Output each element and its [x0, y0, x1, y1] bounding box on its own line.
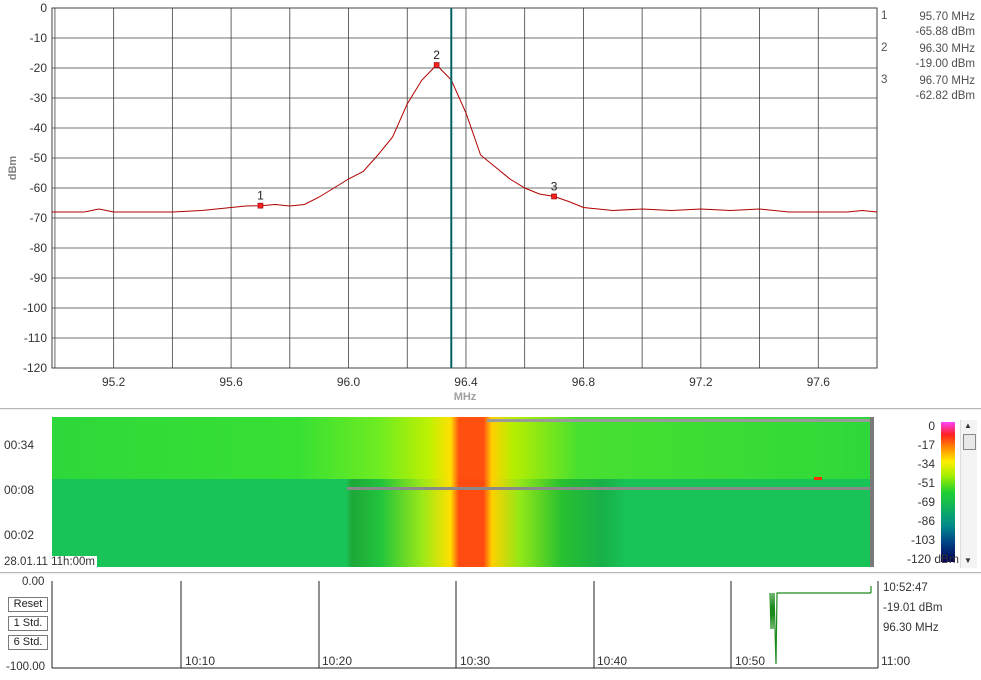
colorbar-label: -51: [917, 476, 935, 490]
timeline-readout-time: 10:52:47: [883, 582, 928, 594]
y-tick-label: -120: [23, 361, 47, 375]
marker-1-freq: 95.70 MHz: [919, 11, 975, 23]
timeline-panel[interactable]: 0.00 -100.00 Reset 1 Std. 6 Std. 10:52:4…: [0, 574, 981, 680]
marker-3-point: [551, 193, 557, 200]
marker-1-label: 1: [257, 189, 264, 203]
colorbar-label: -17: [917, 438, 935, 452]
marker-3-level: -62.82 dBm: [915, 90, 975, 102]
timeline-y-bottom: -100.00: [6, 661, 46, 673]
marker-2-level: -19.00 dBm: [915, 58, 975, 70]
timeline-time-label: 11:00: [881, 654, 911, 668]
y-tick-label: -30: [30, 91, 48, 105]
timeline-readout-freq: 96.30 MHz: [883, 622, 939, 634]
colorbar-label: -34: [917, 457, 935, 471]
colorbar-label: -120 dBm: [906, 552, 959, 566]
waterfall-timestamp: 28.01.11 11h:00m: [2, 556, 98, 568]
waterfall-time-label: 00:08: [4, 483, 35, 497]
x-tick-label: 96.0: [337, 375, 361, 389]
x-axis-label: MHz: [454, 391, 477, 403]
scroll-down-icon[interactable]: ▼: [964, 556, 972, 565]
colorbar-scrollbar[interactable]: ▲ ▼: [960, 420, 977, 568]
colorbar-label: -103: [910, 533, 935, 547]
x-tick-label: 97.2: [689, 375, 713, 389]
x-tick-label: 95.2: [102, 375, 126, 389]
y-axis-label: dBm: [7, 156, 19, 181]
waterfall-time-label: 00:02: [4, 528, 35, 542]
marker-3-readout: 96.70 MHz -62.82 dBm: [916, 74, 975, 104]
x-tick-label: 95.6: [219, 375, 243, 389]
timeline-time-label: 10:20: [322, 654, 353, 668]
colorbar-label: -86: [917, 514, 935, 528]
y-tick-label: -40: [30, 121, 48, 135]
marker-3-freq: 96.70 MHz: [919, 75, 975, 87]
y-tick-label: -50: [30, 151, 48, 165]
y-tick-label: -60: [30, 181, 48, 195]
scroll-thumb[interactable]: [963, 434, 976, 450]
scroll-up-icon[interactable]: ▲: [964, 421, 972, 430]
marker-3-label: 3: [551, 179, 558, 193]
marker-1-level: -65.88 dBm: [915, 26, 975, 38]
waterfall-image[interactable]: [52, 417, 874, 567]
std1-button[interactable]: 1 Std.: [8, 616, 48, 631]
waterfall-panel[interactable]: 00:34 00:08 00:02 28.01.11 11h:00m 0 -17…: [0, 410, 981, 573]
marker-2-label: 2: [433, 48, 440, 62]
timeline-chart[interactable]: [0, 574, 981, 680]
colorbar-label: 0: [928, 419, 935, 433]
timeline-time-label: 10:10: [185, 654, 216, 668]
marker-2-point: [433, 62, 440, 68]
marker-1-index: 1: [881, 10, 888, 22]
timeline-y-top: 0.00: [22, 576, 45, 588]
marker-2-readout: 96.30 MHz -19.00 dBm: [916, 42, 975, 72]
spectrum-panel[interactable]: 0 -10 -20 -30 -40 -50 -60 -70 -80 -90 -100 -110 -120…: [0, 0, 981, 409]
timeline-level-trace: [769, 592, 871, 665]
y-tick-label: 0: [40, 1, 47, 15]
timeline-time-label: 10:30: [460, 654, 491, 668]
x-tick-label: 97.6: [807, 375, 831, 389]
y-tick-label: -80: [30, 241, 48, 255]
timeline-time-label: 10:50: [735, 654, 766, 668]
y-tick-label: -110: [24, 331, 47, 345]
waterfall-time-label: 00:34: [4, 438, 35, 452]
colorbar: [941, 422, 955, 562]
marker-1-readout: 95.70 MHz -65.88 dBm: [916, 10, 975, 40]
y-tick-label: -90: [30, 271, 48, 285]
std6-button[interactable]: 6 Std.: [8, 635, 48, 650]
x-tick-label: 96.8: [572, 375, 596, 389]
y-tick-label: -20: [30, 61, 48, 75]
timeline-readout-level: -19.01 dBm: [883, 602, 943, 614]
x-tick-label: 96.4: [454, 375, 478, 389]
y-tick-label: -10: [30, 31, 48, 45]
spectrum-chart[interactable]: 0 -10 -20 -30 -40 -50 -60 -70 -80 -90 -100 -110 -120…: [0, 0, 981, 408]
marker-3-index: 3: [881, 74, 888, 86]
timeline-time-label: 10:40: [597, 654, 628, 668]
marker-2-index: 2: [881, 42, 888, 54]
reset-button[interactable]: Reset: [8, 597, 48, 612]
y-tick-label: -100: [23, 301, 47, 315]
colorbar-label: -69: [917, 495, 935, 509]
y-tick-label: -70: [30, 211, 48, 225]
marker-2-freq: 96.30 MHz: [919, 43, 975, 55]
marker-1-point: [257, 202, 264, 209]
